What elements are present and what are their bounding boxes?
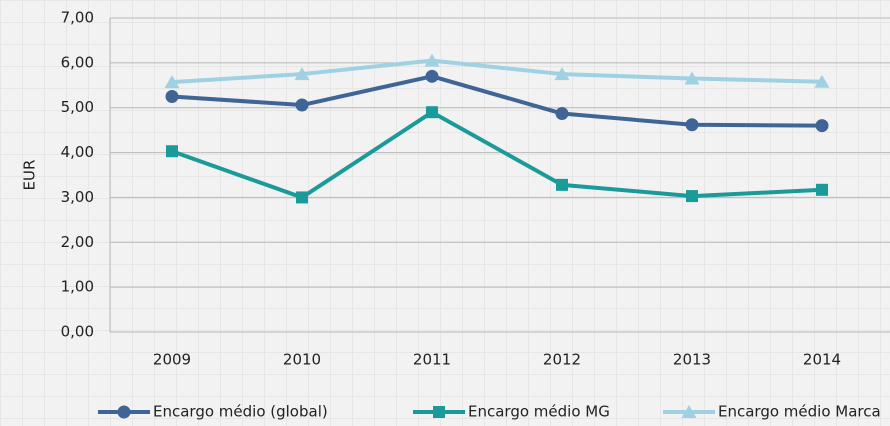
y-tick-label: 7,00 (61, 9, 94, 27)
data-point (166, 145, 178, 158)
y-tick-label: 3,00 (61, 188, 94, 206)
legend-marker (681, 405, 697, 418)
data-point (296, 191, 308, 204)
legend-marker (117, 405, 131, 419)
y-tick-label: 0,00 (61, 323, 94, 341)
legend-label: Encargo médio MG (468, 403, 610, 421)
data-point (426, 106, 438, 119)
data-point (554, 67, 570, 81)
data-point (295, 98, 309, 112)
series-line (171, 58, 823, 85)
y-tick-label: 1,00 (61, 278, 94, 296)
y-tick-label: 6,00 (61, 53, 94, 71)
legend-marker (433, 406, 445, 418)
data-point (814, 74, 830, 88)
data-point (294, 67, 310, 81)
data-point (164, 75, 180, 89)
x-tick-label: 2009 (153, 351, 191, 369)
series-line (171, 74, 823, 128)
x-tick-label: 2014 (803, 351, 841, 369)
legend-label: Encargo médio Marca (718, 403, 881, 421)
x-tick-label: 2013 (673, 351, 711, 369)
y-axis-label: EUR (21, 160, 39, 191)
y-tick-label: 5,00 (61, 98, 94, 116)
y-tick-label: 2,00 (61, 233, 94, 251)
y-tick-label: 4,00 (61, 143, 94, 161)
data-point (815, 119, 829, 133)
data-point (686, 190, 698, 203)
data-point (165, 90, 179, 103)
x-tick-label: 2012 (543, 351, 581, 369)
x-tick-label: 2010 (283, 351, 321, 369)
data-point (424, 53, 440, 67)
x-tick-label: 2011 (413, 351, 451, 369)
data-point (556, 178, 568, 191)
data-point (684, 71, 700, 85)
data-point (685, 118, 699, 132)
series-line (171, 110, 823, 200)
legend-label: Encargo médio (global) (153, 403, 328, 421)
data-point (816, 183, 828, 196)
data-point (555, 107, 569, 121)
data-point (425, 69, 439, 83)
